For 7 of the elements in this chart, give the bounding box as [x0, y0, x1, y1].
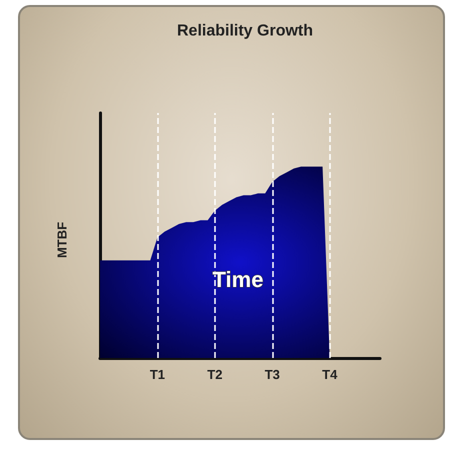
x-tick-label: T4	[322, 367, 338, 382]
chart-title: Reliability Growth	[176, 22, 314, 40]
x-tick-label: T3	[264, 367, 280, 382]
x-tick-label: T2	[207, 367, 222, 382]
x-axis-title: Time	[212, 267, 264, 292]
x-tick-label: T1	[150, 367, 166, 382]
y-axis-title: MTBF	[54, 222, 70, 258]
